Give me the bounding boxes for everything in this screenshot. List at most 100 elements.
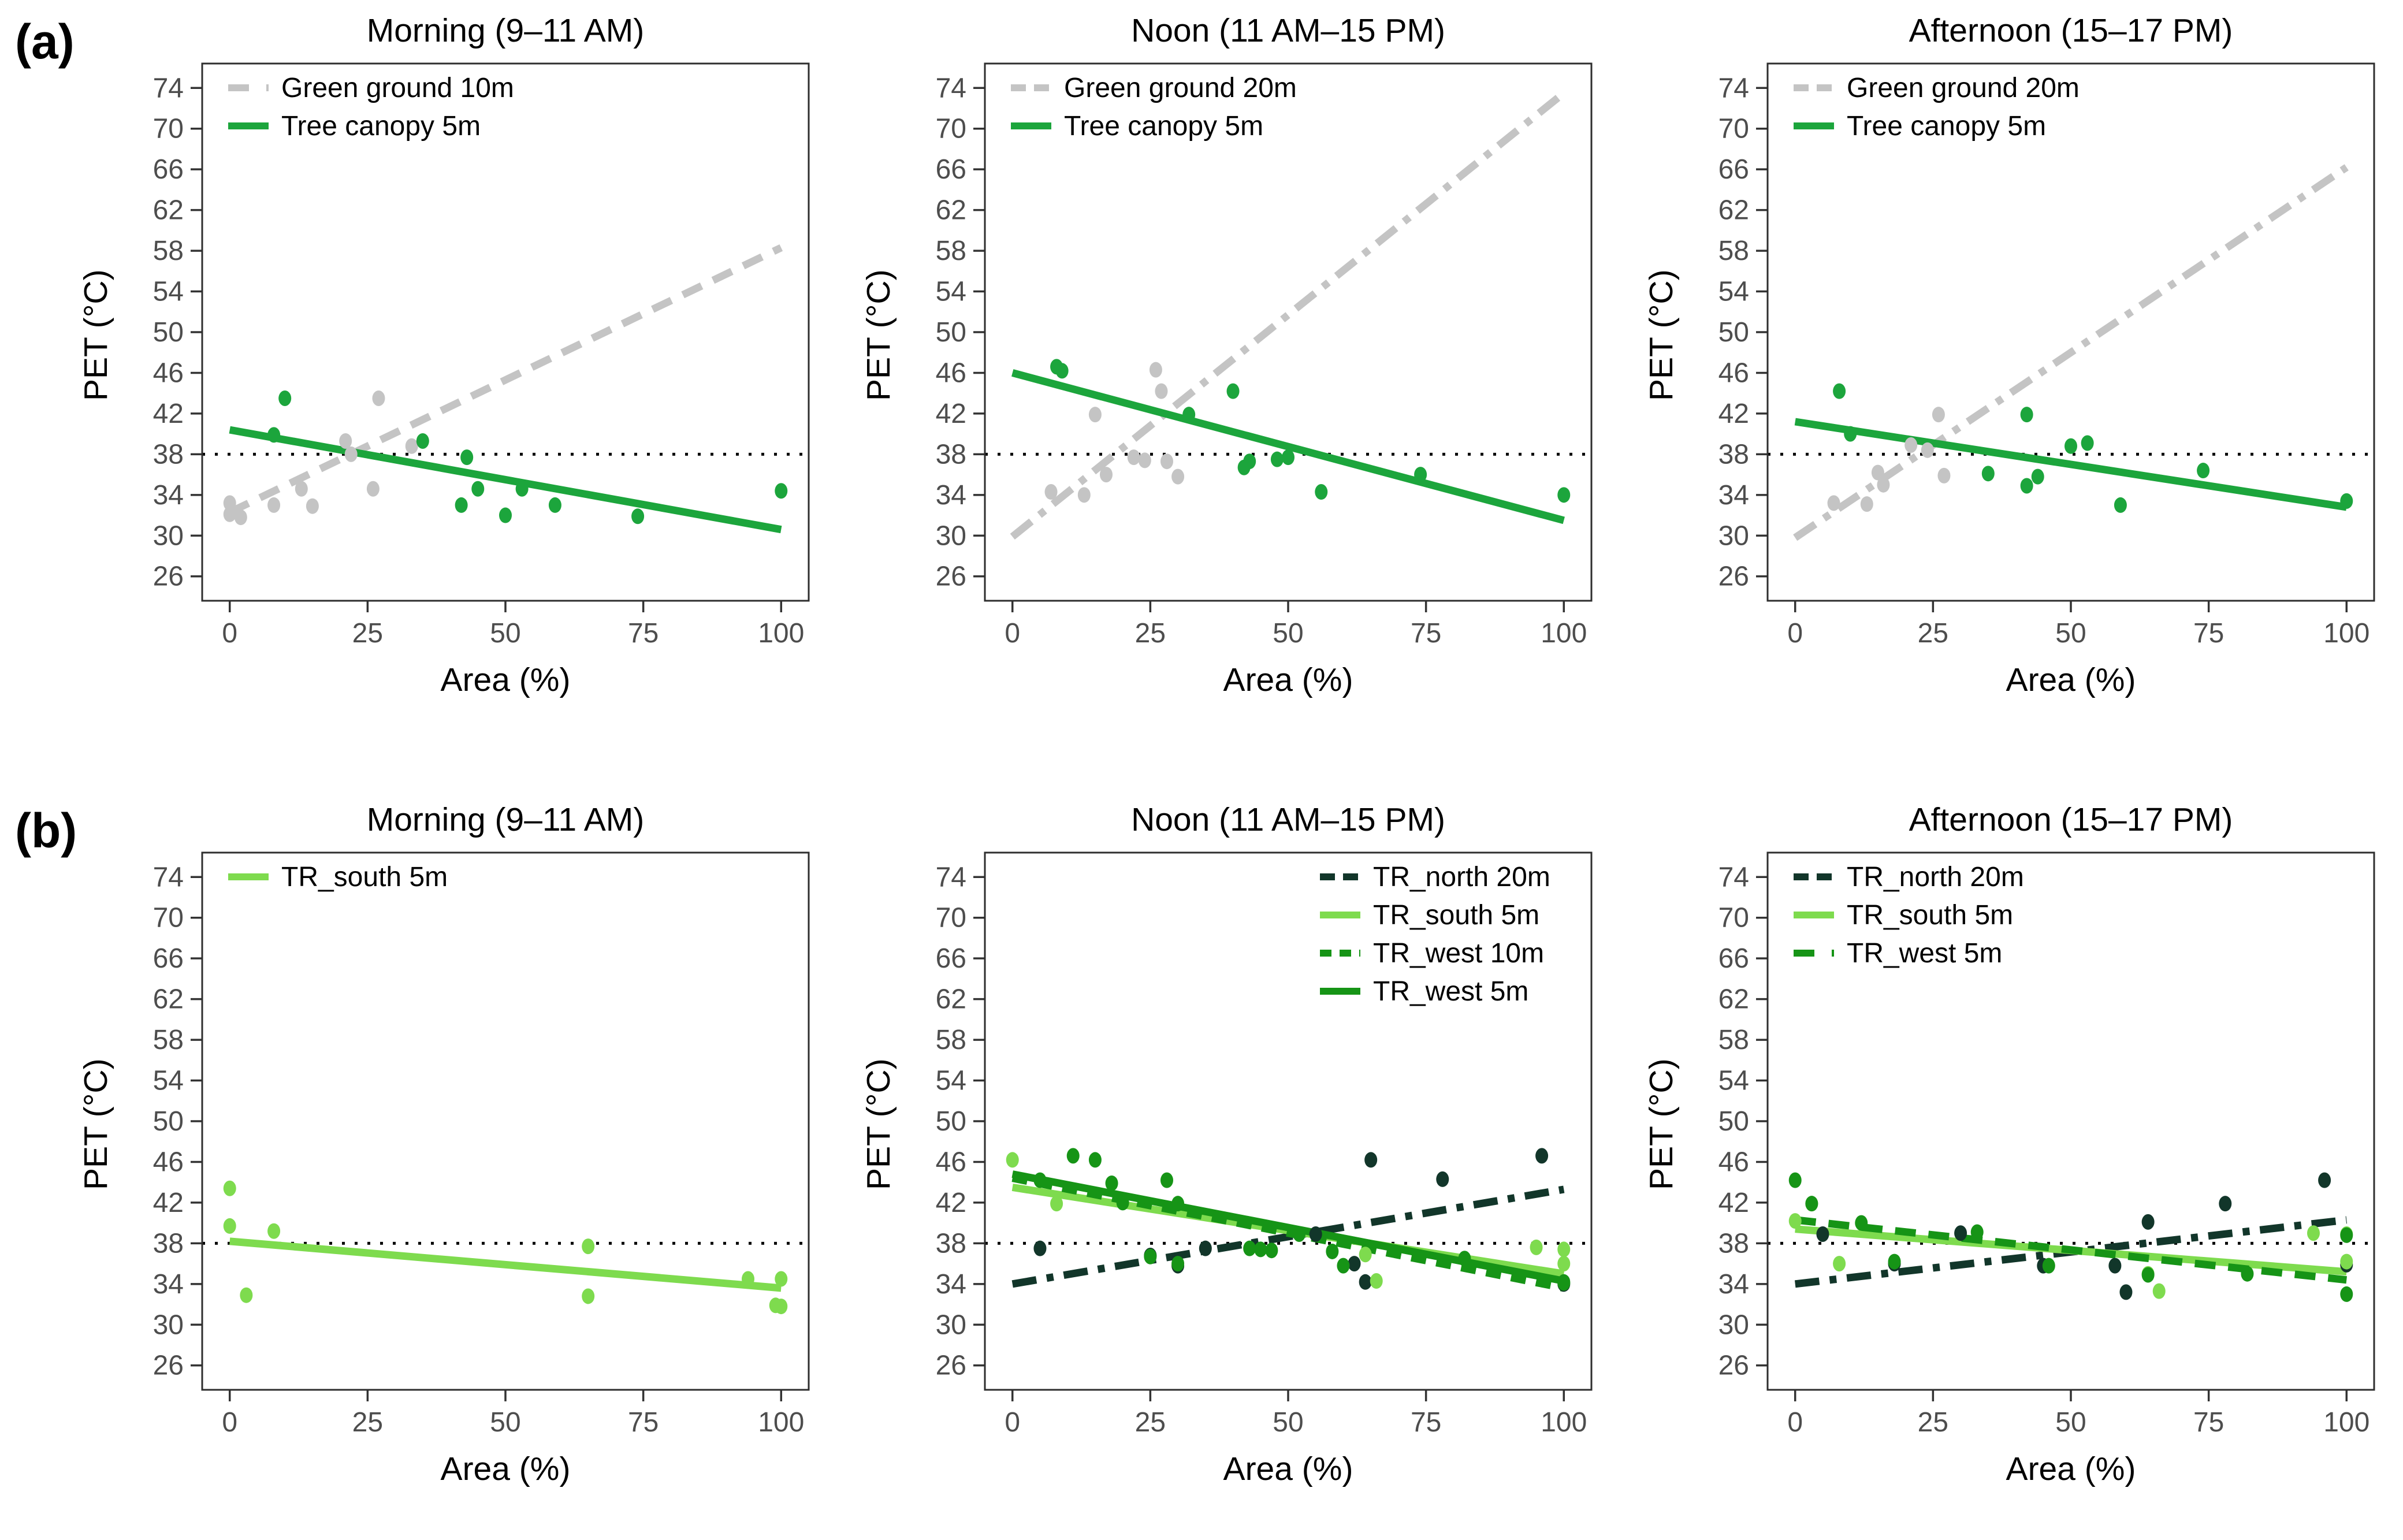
x-tick-label: 25 [1918,618,1948,649]
legend-label: TR_north 20m [1847,862,2024,892]
y-tick-label: 54 [1718,277,1749,307]
data-point [1816,1226,1829,1243]
panel-a-morning: Morning (9–11 AM) PET (°C) 26 30 34 38 42 46 5… [55,13,838,735]
data-point [1199,1240,1212,1256]
y-tick-label: 62 [936,984,966,1015]
data-point [1309,1226,1322,1243]
data-point [1877,477,1890,493]
trend-line [1795,1216,2347,1284]
data-point [775,483,788,499]
data-point [1436,1171,1449,1187]
x-tick-label: 75 [628,618,659,649]
y-tick-label: 30 [153,1310,184,1340]
x-axis-title: Area (%) [440,661,571,698]
panel-title: Morning (9–11 AM) [366,12,645,49]
x-axis-title: Area (%) [1223,1450,1353,1487]
y-tick-label: 54 [153,1066,184,1096]
legend-label: Tree canopy 5m [1064,111,1263,142]
data-point [1293,1226,1306,1243]
y-tick-label: 50 [1718,317,1749,348]
x-tick-label: 75 [2193,1407,2224,1438]
y-tick-label: 66 [153,154,184,185]
y-tick-label: 38 [1718,439,1749,470]
y-tick-label: 30 [153,520,184,551]
data-point [1171,1196,1185,1212]
panel-b-label: (b) [15,804,77,858]
data-point [1981,466,1995,482]
y-tick-label: 50 [1718,1106,1749,1137]
y-tick-label: 62 [153,984,184,1015]
y-tick-label: 58 [153,1025,184,1055]
x-tick-label: 75 [2193,618,2224,649]
data-point [2197,463,2210,479]
data-point [460,449,474,466]
trend-line [1793,164,2349,541]
data-point [1088,1152,1102,1168]
x-tick-label: 0 [1005,618,1020,649]
data-point [2141,1267,2155,1283]
trend-line [1011,1174,1565,1292]
plot-area: 26 30 34 38 42 46 50 54 58 62 66 70 74 0 25 50 75 100 Gree… [1718,62,2375,649]
y-tick-label: 46 [153,358,184,388]
data-point [582,1238,595,1255]
y-tick-label: 30 [1718,520,1749,551]
data-point [1337,1258,1350,1274]
legend-label: Green ground 20m [1847,73,2080,103]
y-tick-label: 58 [153,236,184,266]
y-tick-label: 30 [1718,1310,1749,1340]
x-tick-label: 100 [1541,1407,1587,1438]
x-axis-title: Area (%) [440,1450,571,1487]
y-tick-label: 70 [153,114,184,144]
legend-label: Green ground 10m [281,73,514,103]
data-point [1535,1148,1549,1164]
y-tick-label: 74 [936,862,966,892]
y-tick-label: 74 [1718,862,1749,892]
data-point [372,390,385,406]
plot-background [985,853,1591,1390]
y-tick-label: 34 [153,1269,184,1300]
x-tick-label: 100 [2323,1407,2369,1438]
y-tick-label: 26 [1718,561,1749,592]
data-point [2340,1253,2353,1270]
y-tick-label: 70 [936,903,966,933]
y-tick-label: 42 [936,399,966,429]
data-point [1805,1196,1818,1212]
data-point [1155,383,1168,399]
data-point [1282,449,1295,466]
trend-line [1011,1170,1565,1285]
y-tick-label: 70 [1718,903,1749,933]
x-tick-label: 50 [1273,618,1303,649]
data-point [223,1218,236,1234]
data-point [1116,1195,1129,1211]
data-point [1006,1152,1019,1168]
x-tick-label: 50 [1273,1407,1303,1438]
x-tick-label: 75 [1411,618,1441,649]
y-tick-label: 38 [153,1228,184,1259]
data-point [1860,496,1873,512]
data-point [1348,1256,1361,1272]
data-point [775,1299,788,1315]
y-tick-label: 62 [936,195,966,226]
data-point [1033,1172,1047,1188]
y-tick-label: 46 [153,1147,184,1177]
data-point [405,438,418,454]
trend-line [229,1237,782,1292]
x-tick-label: 50 [490,1407,520,1438]
data-point [2219,1196,2232,1212]
x-axis-title: Area (%) [2006,661,2136,698]
x-tick-label: 100 [2323,618,2369,649]
y-tick-label: 26 [936,1351,966,1381]
plot-area: 26 30 34 38 42 46 50 54 58 62 66 70 74 0 25 50 75 100 TR_n… [936,851,1593,1438]
y-tick-label: 62 [1718,195,1749,226]
data-point [582,1288,595,1304]
plot-area: 26 30 34 38 42 46 50 54 58 62 66 70 74 0 25 50 75 100 Gree… [153,62,810,649]
y-tick-label: 34 [936,1269,966,1300]
data-point [548,497,561,513]
y-tick-label: 66 [1718,154,1749,185]
data-point [1077,487,1091,503]
legend-label: TR_west 10m [1373,938,1544,969]
data-point [1359,1274,1372,1290]
x-tick-label: 0 [1787,618,1803,649]
data-point [1160,453,1173,470]
y-tick-label: 34 [153,480,184,511]
